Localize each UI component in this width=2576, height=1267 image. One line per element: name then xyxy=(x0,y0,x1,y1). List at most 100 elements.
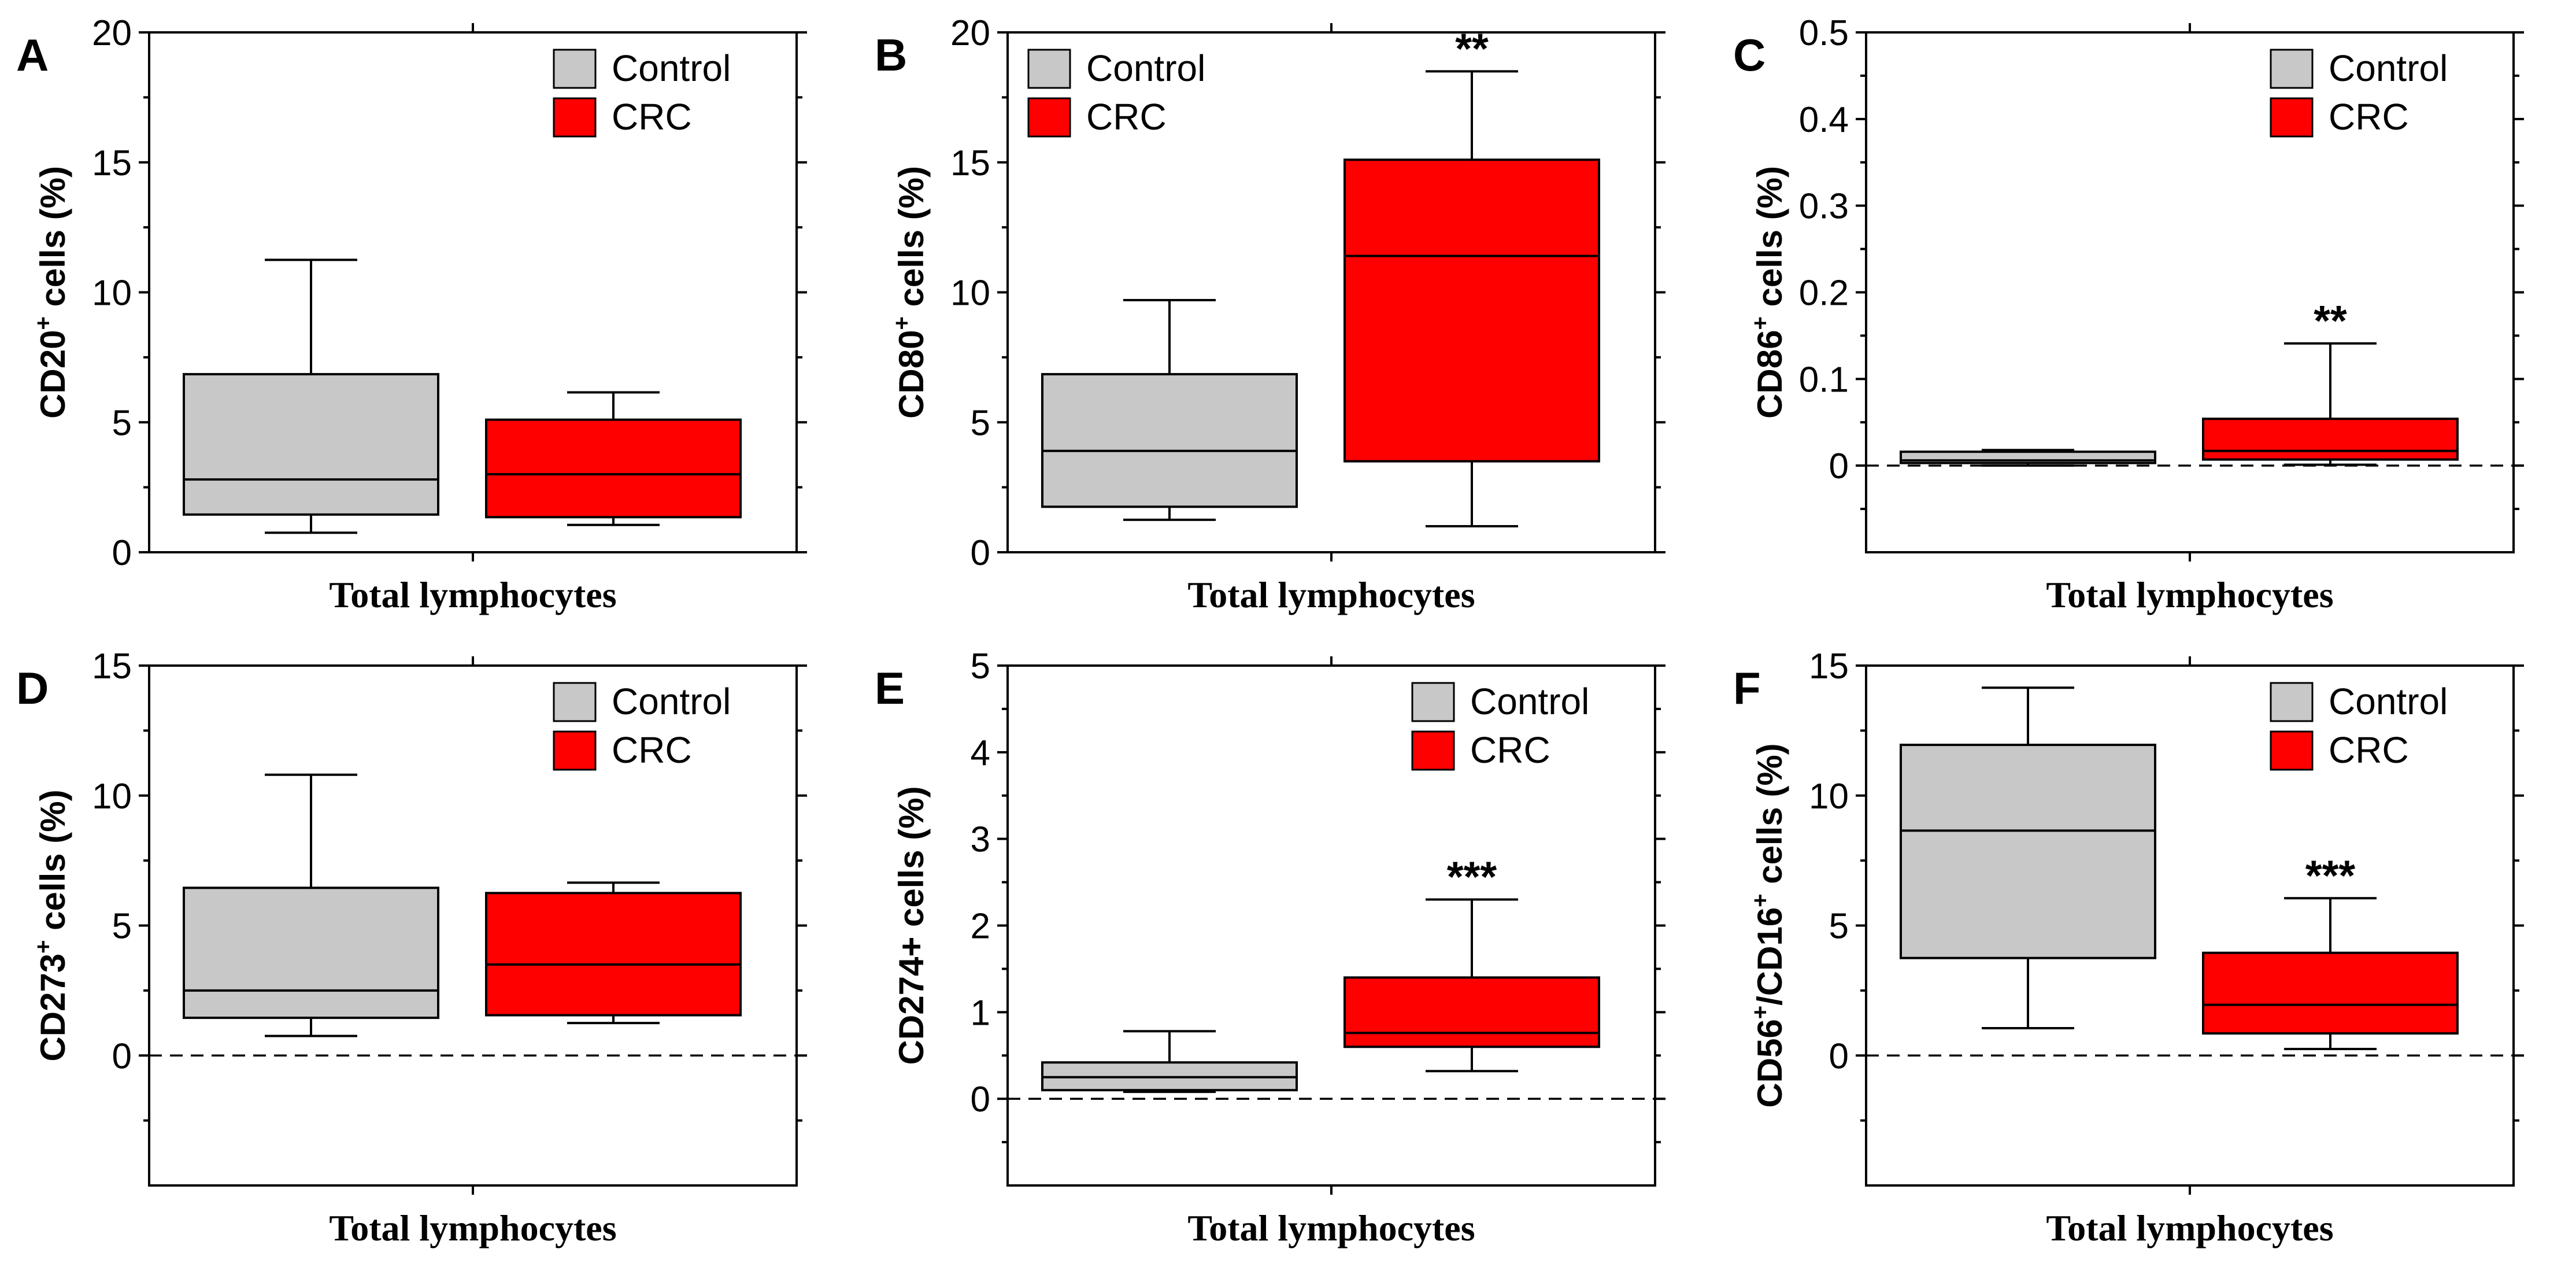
legend-label-control: Control xyxy=(1470,681,1589,722)
legend-label-control: Control xyxy=(2329,47,2448,89)
y-tick-label: 5 xyxy=(112,907,132,947)
plot-frame xyxy=(1865,31,2515,553)
y-tick-label: 0.3 xyxy=(1799,187,1849,227)
y-tick-label: 20 xyxy=(92,13,132,53)
legend-label-control: Control xyxy=(612,681,731,722)
x-axis-label: Total lymphocytes xyxy=(2046,1207,2333,1248)
legend-label-crc: CRC xyxy=(2329,96,2409,138)
legend-swatch-control xyxy=(1027,49,1071,89)
box-body xyxy=(1343,158,1600,463)
box-body xyxy=(1343,976,1600,1048)
legend-label-crc: CRC xyxy=(612,96,692,138)
box-body xyxy=(2202,951,2459,1035)
legend-label-crc: CRC xyxy=(2329,729,2409,771)
chart-svg: E CD274+ cells (%) Total lymphocytes *** 0 1 2… xyxy=(875,647,1665,1248)
panel-d: D CD273+ cells (%) Total lymphocytes 0 5 10 15… xyxy=(0,633,858,1266)
panel-letter: D xyxy=(16,663,49,714)
box-body xyxy=(1900,744,2156,959)
chart-svg: D CD273+ cells (%) Total lymphocytes 0 5 10 15… xyxy=(16,647,807,1248)
legend-label-crc: CRC xyxy=(1470,729,1550,771)
chart-svg: C CD86+ cells (%) Total lymphocytes ** 0 0.1 0… xyxy=(1733,13,2524,615)
y-tick-label: 10 xyxy=(950,274,990,313)
y-tick-label: 0 xyxy=(971,1080,990,1120)
y-axis-label: CD273+ cells (%) xyxy=(31,789,72,1061)
panel-letter: C xyxy=(1733,29,1766,80)
y-tick-label: 15 xyxy=(92,647,132,686)
y-tick-label: 3 xyxy=(971,820,990,860)
y-tick-label: 0 xyxy=(1829,446,1849,486)
x-axis-label: Total lymphocytes xyxy=(1187,574,1475,615)
box-crc xyxy=(485,391,742,526)
y-tick-label: 0.2 xyxy=(1799,274,1849,313)
legend-swatch-crc xyxy=(553,730,597,771)
legend-swatch-control xyxy=(553,682,597,722)
y-tick-label: 5 xyxy=(971,403,990,443)
box-body xyxy=(485,892,742,1017)
box-control xyxy=(1041,1030,1298,1094)
legend-label-control: Control xyxy=(2329,681,2448,722)
y-tick-label: 0.5 xyxy=(1799,13,1849,53)
chart-svg: A CD20+ cells (%) Total lymphocytes 0 5 10 15 2… xyxy=(16,13,807,615)
y-axis-label: CD20+ cells (%) xyxy=(31,166,72,419)
y-tick-label: 0.1 xyxy=(1799,360,1849,400)
legend-swatch-crc xyxy=(553,97,597,138)
chart-svg: F CD56+/CD16+ cells (%) Total lymphocytes *… xyxy=(1733,647,2524,1248)
y-axis-label: CD86+ cells (%) xyxy=(1748,166,1789,419)
y-tick-label: 10 xyxy=(92,274,132,313)
panel-letter: A xyxy=(16,29,49,80)
x-axis-label: Total lymphocytes xyxy=(1187,1207,1475,1248)
legend-label-control: Control xyxy=(612,47,731,89)
y-axis-label: CD56+/CD16+ cells (%) xyxy=(1748,743,1789,1107)
y-tick-label: 1 xyxy=(971,993,990,1033)
box-body xyxy=(183,886,439,1019)
box-control xyxy=(1041,298,1298,521)
box-crc: *** xyxy=(1343,853,1600,1073)
y-tick-label: 0.4 xyxy=(1799,100,1849,140)
x-axis-label: Total lymphocytes xyxy=(329,574,616,615)
y-tick-label: 0 xyxy=(112,533,132,573)
box-body xyxy=(2202,418,2459,461)
significance-label: ** xyxy=(2314,297,2347,345)
y-tick-label: 20 xyxy=(950,13,990,53)
y-tick-label: 5 xyxy=(112,403,132,443)
box-body xyxy=(1041,373,1298,508)
box-crc: ** xyxy=(1343,24,1600,528)
legend-swatch-control xyxy=(553,49,597,89)
chart-svg: B CD80+ cells (%) Total lymphocytes ** 0 5 10 1… xyxy=(875,13,1665,615)
y-tick-label: 0 xyxy=(971,533,990,573)
box-crc: *** xyxy=(2202,851,2459,1051)
panel-e: E CD274+ cells (%) Total lymphocytes *** 0 1 2… xyxy=(858,633,1717,1266)
legend-label-control: Control xyxy=(1086,47,1205,89)
box-control xyxy=(1900,449,2156,467)
legend-swatch-control xyxy=(2270,682,2314,722)
y-tick-label: 0 xyxy=(112,1036,132,1076)
panel-letter: F xyxy=(1733,663,1761,714)
legend-swatch-crc xyxy=(2270,730,2314,771)
y-tick-label: 10 xyxy=(92,777,132,817)
legend-swatch-crc xyxy=(1411,730,1455,771)
y-axis-label: CD80+ cells (%) xyxy=(889,166,931,419)
legend-swatch-crc xyxy=(2270,97,2314,138)
y-tick-label: 15 xyxy=(92,143,132,183)
y-axis-label: CD274+ cells (%) xyxy=(892,786,931,1065)
panel-letter: B xyxy=(875,29,907,80)
y-tick-label: 10 xyxy=(1809,777,1849,817)
box-body xyxy=(485,418,742,519)
legend-label-crc: CRC xyxy=(1086,96,1167,138)
y-tick-label: 15 xyxy=(1809,647,1849,686)
significance-label: *** xyxy=(1447,853,1497,901)
panel-letter: E xyxy=(875,663,905,714)
x-axis-label: Total lymphocytes xyxy=(2046,574,2333,615)
box-crc xyxy=(485,881,742,1025)
y-tick-label: 5 xyxy=(1829,907,1849,947)
panel-a: A CD20+ cells (%) Total lymphocytes 0 5 10 15 2… xyxy=(0,0,858,633)
y-tick-label: 0 xyxy=(1829,1036,1849,1076)
significance-label: *** xyxy=(2305,851,2356,899)
box-control xyxy=(183,773,439,1037)
x-axis-label: Total lymphocytes xyxy=(329,1207,616,1248)
box-crc: ** xyxy=(2202,297,2459,466)
box-body xyxy=(183,373,439,516)
legend-label-crc: CRC xyxy=(612,729,692,771)
legend-swatch-control xyxy=(2270,49,2314,89)
